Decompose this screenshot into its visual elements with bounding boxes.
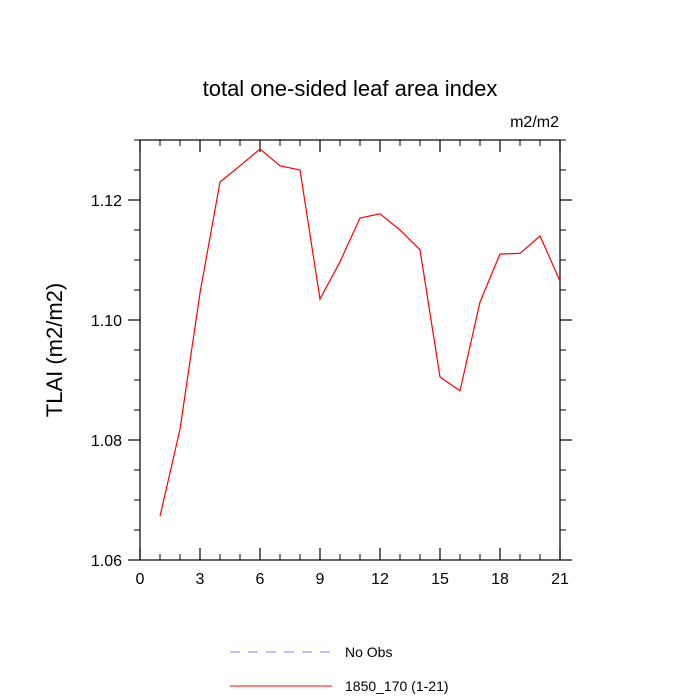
x-tick-label: 15: [431, 571, 449, 588]
chart-title: total one-sided leaf area index: [203, 76, 498, 101]
units-label: m2/m2: [510, 114, 559, 131]
x-tick-label: 21: [551, 571, 569, 588]
x-tick-label: 18: [491, 571, 509, 588]
y-tick-label: 1.12: [91, 193, 122, 210]
x-tick-label: 12: [371, 571, 389, 588]
x-tick-labels: 0 3 6 9 12 15 18 21: [136, 571, 569, 588]
y-axis-label: TLAI (m2/m2): [42, 283, 67, 417]
plot-frame: [139, 139, 561, 561]
legend-label: 1850_170 (1-21): [345, 678, 449, 694]
series-layer: [159, 148, 561, 517]
axis-ticks: [128, 139, 572, 561]
y-tick-label: 1.08: [91, 433, 122, 450]
legend-label: No Obs: [345, 644, 392, 660]
x-tick-label: 3: [196, 571, 205, 588]
series-line: [159, 148, 561, 517]
y-tick-label: 1.06: [91, 553, 122, 570]
y-tick-label: 1.10: [91, 313, 122, 330]
y-tick-labels: 1.06 1.08 1.10 1.12: [91, 193, 122, 570]
x-tick-label: 0: [136, 571, 145, 588]
legend: No Obs 1850_170 (1-21): [230, 644, 449, 694]
x-tick-label: 9: [316, 571, 325, 588]
x-tick-label: 6: [256, 571, 265, 588]
